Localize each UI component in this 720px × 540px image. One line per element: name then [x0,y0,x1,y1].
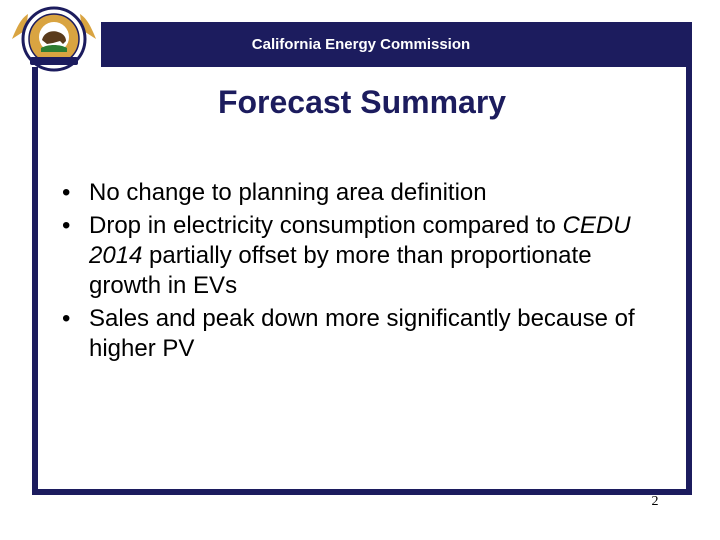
frame-left [32,67,38,495]
frame-right [686,67,692,495]
slide-title: Forecast Summary [217,84,507,120]
list-item: • No change to planning area definition [62,179,487,206]
bullet-list: • No change to planning area definition … [62,178,662,367]
list-item: • Drop in electricity consumption compar… [62,212,631,299]
bullet-text-pre: Drop in electricity consumption compared… [89,212,563,239]
bullet-text: Sales and peak down more significantly b… [89,305,635,362]
bullet-text-post: partially offset by more than proportion… [89,242,592,299]
bullet-text-emphasis: CEDU 2014 [89,212,631,269]
frame-bottom [32,489,692,495]
page-number: 2 [651,494,659,509]
header-title: California Energy Commission [251,36,471,53]
header-bar [101,22,692,67]
cec-seal-icon [12,6,96,72]
bullet-text: No change to planning area definition [89,179,487,206]
list-item: • Sales and peak down more significantly… [62,305,635,362]
